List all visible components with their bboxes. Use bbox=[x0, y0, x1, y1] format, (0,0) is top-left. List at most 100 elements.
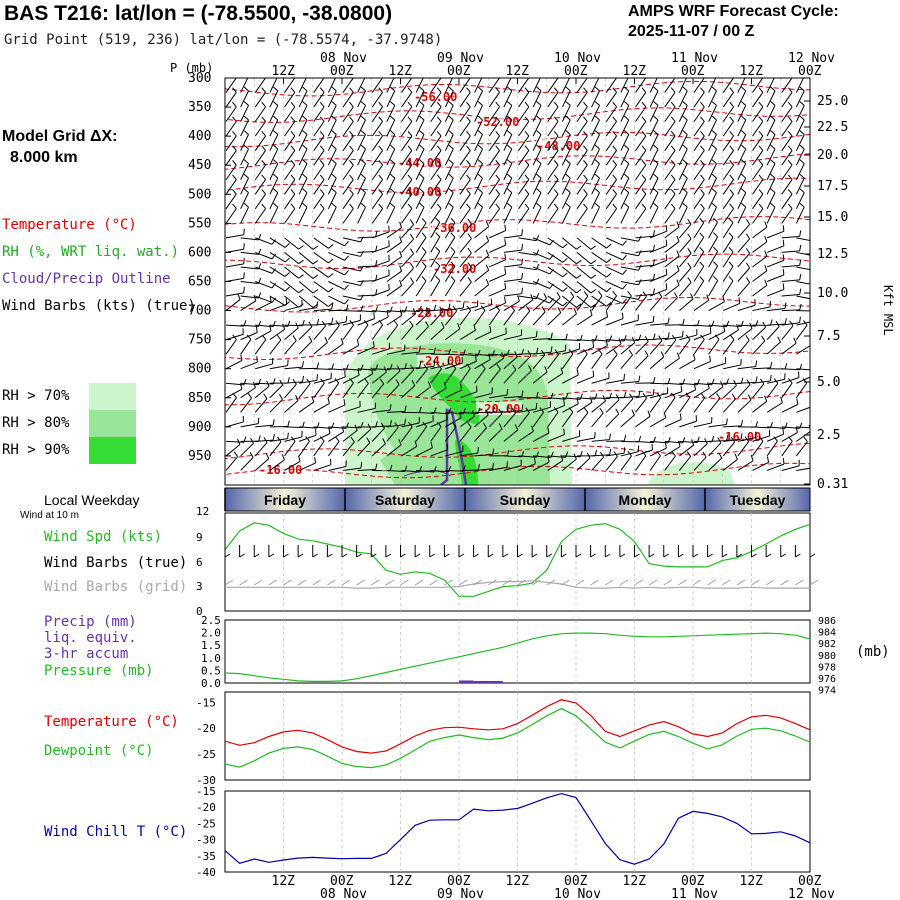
wind-barb bbox=[620, 354, 633, 370]
wind-barb bbox=[240, 148, 249, 166]
wind-speed-line bbox=[224, 522, 811, 597]
wind-barb bbox=[664, 419, 682, 428]
wind-barb bbox=[708, 362, 726, 370]
wind-barb bbox=[284, 121, 296, 137]
wind-barb-flag bbox=[713, 261, 718, 267]
wind-barb-flag bbox=[420, 72, 424, 76]
wind-barb-flag bbox=[261, 160, 266, 166]
model-grid-value: 8.000 km bbox=[10, 149, 78, 166]
isotherm-label: -28.00 bbox=[410, 306, 453, 320]
wind-barb-flag bbox=[344, 241, 349, 247]
wind-barb bbox=[342, 78, 354, 93]
wind-barb-flag bbox=[477, 130, 483, 135]
wind-barb-flag bbox=[258, 435, 261, 442]
isotherm-label: -16.00 bbox=[718, 430, 761, 444]
wind-barb bbox=[401, 135, 413, 151]
wind-barb bbox=[474, 105, 483, 122]
wind-barb bbox=[561, 206, 571, 224]
wind-barb bbox=[752, 241, 768, 253]
wind-barb-flag bbox=[622, 284, 627, 290]
wind-barb bbox=[562, 455, 581, 458]
wind-barb bbox=[547, 121, 559, 137]
wind-barb bbox=[796, 368, 810, 371]
wind-barb-flag bbox=[443, 382, 447, 389]
wind-barb bbox=[503, 334, 522, 341]
wind-barb bbox=[459, 252, 472, 268]
wind-barb bbox=[781, 121, 793, 137]
wind-barb-flag bbox=[290, 174, 296, 180]
wind-barb-flag bbox=[605, 310, 609, 317]
model-grid-title: Model Grid ΔX: bbox=[2, 128, 118, 145]
wind-barb-flag bbox=[419, 144, 425, 150]
wind-barb-flag bbox=[799, 202, 805, 208]
wind-barb-flag bbox=[504, 239, 507, 246]
wind-barb-flag bbox=[506, 86, 513, 92]
wind-barb-flag bbox=[399, 236, 403, 243]
top-time-tick: 12Z bbox=[623, 64, 647, 79]
wind-barb-flag bbox=[622, 269, 627, 275]
bottom-date-label: 10 Nov bbox=[554, 887, 601, 900]
wind-barb-flag bbox=[711, 86, 717, 92]
wind-barb bbox=[284, 237, 299, 250]
wind-barb bbox=[240, 251, 259, 255]
height-tick-label: 2.5 bbox=[817, 428, 840, 443]
wind-barb-flag bbox=[360, 173, 366, 179]
wind-chill-tick: -20 bbox=[196, 801, 216, 814]
wind-barb-flag bbox=[389, 202, 396, 208]
wind-barb-flag bbox=[586, 452, 591, 459]
wind-barb-flag bbox=[670, 101, 676, 108]
wind-barb-flag bbox=[691, 439, 695, 446]
wind-barb-flag bbox=[682, 202, 688, 208]
wind-barb-flag bbox=[687, 218, 692, 225]
wind-barb bbox=[562, 313, 577, 326]
temperature-line bbox=[224, 699, 811, 754]
wind-barb-flag bbox=[301, 361, 305, 368]
wind-barb bbox=[503, 235, 522, 239]
surface-wind-barb-flag bbox=[487, 553, 494, 558]
wind-barb bbox=[269, 163, 279, 180]
wind-barb bbox=[649, 148, 659, 166]
wind-barb bbox=[650, 337, 669, 341]
wind-barb bbox=[474, 468, 493, 471]
wind-barb bbox=[620, 206, 630, 224]
wind-barb-flag bbox=[410, 364, 415, 371]
wind-barb-flag bbox=[770, 115, 776, 121]
wind-barb bbox=[664, 135, 676, 151]
wind-barb bbox=[649, 206, 659, 224]
wind-barb bbox=[503, 264, 522, 268]
wind-barb bbox=[269, 237, 286, 248]
wind-barb bbox=[547, 252, 564, 263]
wind-barb-flag bbox=[435, 232, 441, 238]
wind-barb bbox=[284, 383, 297, 399]
wind-barb bbox=[605, 413, 620, 428]
wind-barb-flag bbox=[423, 364, 428, 370]
wind-barb-flag bbox=[758, 101, 764, 108]
wind-barb-flag bbox=[243, 202, 249, 208]
wind-barb-flag bbox=[363, 319, 369, 326]
cloud-precip-outline bbox=[440, 408, 468, 485]
wind-barb-flag bbox=[609, 448, 612, 455]
wind-barb bbox=[532, 461, 550, 471]
wind-barb-flag bbox=[284, 272, 290, 277]
wind-barb bbox=[225, 388, 243, 399]
wind-barb bbox=[401, 369, 415, 384]
wind-barb-flag bbox=[319, 436, 325, 442]
wind-barb-flag bbox=[583, 116, 588, 122]
wind-barb-flag bbox=[287, 377, 290, 384]
wind-barb bbox=[269, 266, 286, 277]
wind-barb-flag bbox=[272, 159, 279, 164]
wind-barb-flag bbox=[623, 86, 630, 92]
grid-wind-barb bbox=[502, 579, 512, 586]
wind-barb bbox=[796, 345, 810, 355]
wind-barb bbox=[562, 252, 577, 265]
wind-barb bbox=[722, 385, 737, 399]
wind-speed-tick: 12 bbox=[196, 505, 209, 518]
wind-barb bbox=[240, 206, 249, 224]
wind-barb bbox=[518, 78, 530, 93]
wind-barb-flag bbox=[298, 274, 304, 279]
wind-barb-flag bbox=[261, 334, 267, 340]
wind-barb-flag bbox=[583, 189, 588, 195]
grid-wind-barb bbox=[458, 579, 468, 586]
grid-wind-barb bbox=[341, 579, 351, 586]
wind-barb-flag bbox=[799, 273, 802, 281]
